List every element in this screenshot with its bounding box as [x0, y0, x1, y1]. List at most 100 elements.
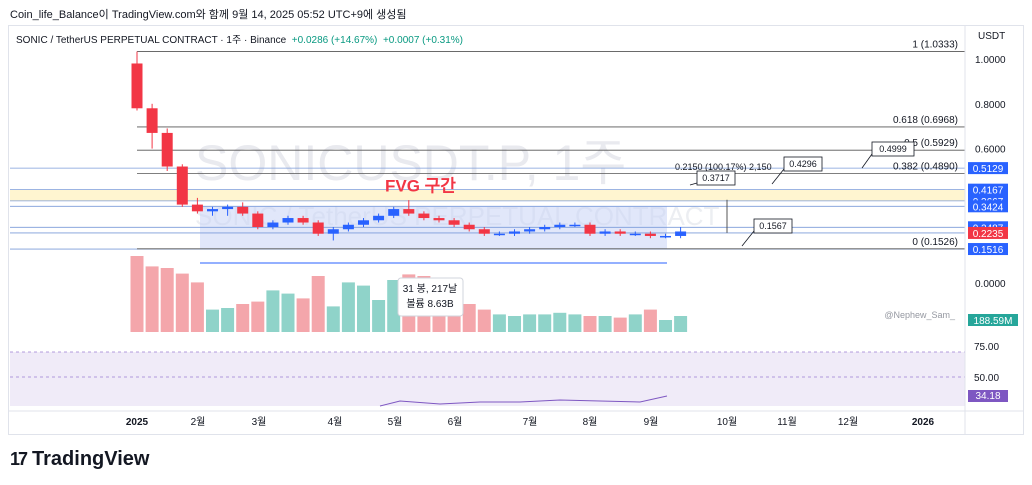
watermark: SONICUSDT.P, 1주	[195, 135, 626, 191]
x-tick-label: 10월	[717, 416, 737, 428]
rsi-pane	[10, 352, 965, 406]
brand[interactable]: 17 TradingView	[10, 448, 149, 471]
fvg-zone	[10, 189, 965, 201]
price-label: 0.2235	[973, 229, 1004, 240]
volume-bar	[387, 280, 401, 332]
callout-text: 0.1567	[759, 221, 787, 231]
candle-body	[433, 218, 445, 221]
candle-body	[237, 206, 249, 214]
volume-bar	[206, 309, 219, 332]
volume-bar	[613, 317, 627, 332]
y-tick-label: 0.0000	[975, 279, 1006, 290]
fvg-label: FVG 구간	[385, 177, 456, 196]
x-tick-label: 12월	[838, 416, 858, 428]
brand-name: TradingView	[32, 448, 150, 470]
candle-body	[222, 206, 234, 210]
rsi-value-box	[968, 390, 1008, 402]
rsi-value: 34.18	[975, 391, 1000, 402]
volume-bar	[145, 266, 159, 332]
price-label: 0.5129	[973, 164, 1004, 175]
x-tick-label: 3월	[252, 416, 267, 428]
measure-text: 0.2150 (100.17%) 2,150	[675, 162, 772, 172]
y-tick-label: 1.0000	[975, 55, 1006, 66]
candle-body	[282, 218, 294, 223]
candle-body	[191, 204, 203, 212]
candle-body	[146, 108, 158, 133]
candle-body	[660, 235, 671, 238]
range-text-1: 31 봉, 217날	[403, 283, 458, 295]
volume-bar	[357, 285, 370, 332]
x-tick-label: 5월	[388, 416, 403, 428]
callout-box	[871, 141, 915, 157]
volume-bar	[281, 293, 295, 332]
candle-body	[267, 222, 279, 227]
volume-bar	[160, 268, 174, 332]
candle-body	[342, 224, 354, 230]
candle-body	[403, 209, 415, 214]
currency-label[interactable]: USDT	[978, 31, 1006, 42]
volume-bar	[553, 312, 567, 332]
volume-bar	[341, 282, 355, 332]
symbol-header: SONIC / TetherUS PERPETUAL CONTRACT · 1주…	[16, 31, 463, 46]
candle-body	[312, 222, 324, 234]
x-tick-label: 2월	[191, 416, 206, 428]
x-tick-label: 2025	[126, 417, 149, 428]
volume-bar	[628, 314, 642, 332]
volume-bar	[674, 316, 688, 332]
volume-bar	[221, 308, 235, 332]
rsi-tick: 75.00	[974, 342, 999, 353]
candle-body	[463, 224, 475, 230]
candle-body	[252, 213, 264, 227]
callout-text: 0.4999	[879, 144, 907, 154]
callout-box	[753, 218, 793, 234]
candle-body	[297, 218, 309, 223]
callout-text: 0.3717	[702, 173, 730, 183]
candle-body	[675, 231, 687, 236]
range-text-2: 볼륨 8.63B	[406, 298, 454, 310]
callout-text: 0.4296	[789, 159, 817, 169]
x-tick-label: 9월	[644, 416, 659, 428]
tradingview-logo-icon: 17	[10, 449, 28, 469]
candle-body	[524, 229, 536, 232]
candle-body	[327, 229, 339, 234]
symbol-name[interactable]: SONIC / TetherUS PERPETUAL CONTRACT · 1주…	[16, 35, 287, 46]
volume-label: 188.59M	[974, 316, 1013, 327]
price-label: 0.1516	[973, 245, 1004, 256]
x-tick-label: 8월	[583, 416, 598, 428]
x-tick-label: 7월	[523, 416, 538, 428]
y-tick-label: 0.8000	[975, 100, 1006, 111]
candle-body	[493, 233, 505, 236]
symbol-change-2: +0.0007 (+0.31%)	[382, 35, 464, 46]
author-watermark: @Nephew_Sam_	[884, 310, 956, 320]
candle-body	[388, 209, 400, 216]
x-tick-label: 2026	[912, 417, 935, 428]
price-label-box	[968, 200, 1008, 213]
volume-bar	[598, 316, 612, 332]
candle-body	[569, 224, 581, 227]
candle-body	[161, 132, 173, 167]
volume-bar	[326, 306, 340, 332]
price-label-box	[968, 162, 1008, 175]
chart-caption: Coin_life_Balance이 TradingView.com와 함께 9…	[10, 9, 407, 21]
x-tick-label: 6월	[448, 416, 463, 428]
volume-bar	[251, 301, 265, 332]
volume-bar	[130, 256, 144, 332]
volume-label-box	[968, 314, 1018, 326]
candle-body	[358, 220, 369, 225]
candle-body	[599, 231, 611, 234]
symbol-change: +0.0286 (+14.67%)	[291, 35, 378, 46]
volume-bar	[538, 314, 552, 332]
volume-bar	[266, 290, 280, 332]
volume-bar	[296, 298, 310, 332]
x-tick-label: 11월	[777, 416, 797, 428]
fib-label: 0.5 (0.5929)	[904, 138, 958, 149]
volume-bar	[372, 300, 386, 332]
volume-bar	[236, 304, 250, 332]
price-label: 0.3424	[973, 202, 1004, 213]
candle-body	[584, 224, 596, 234]
price-label-box	[968, 243, 1008, 256]
candle-body	[554, 224, 566, 227]
volume-bar	[477, 309, 491, 332]
callout-leader	[689, 182, 698, 186]
